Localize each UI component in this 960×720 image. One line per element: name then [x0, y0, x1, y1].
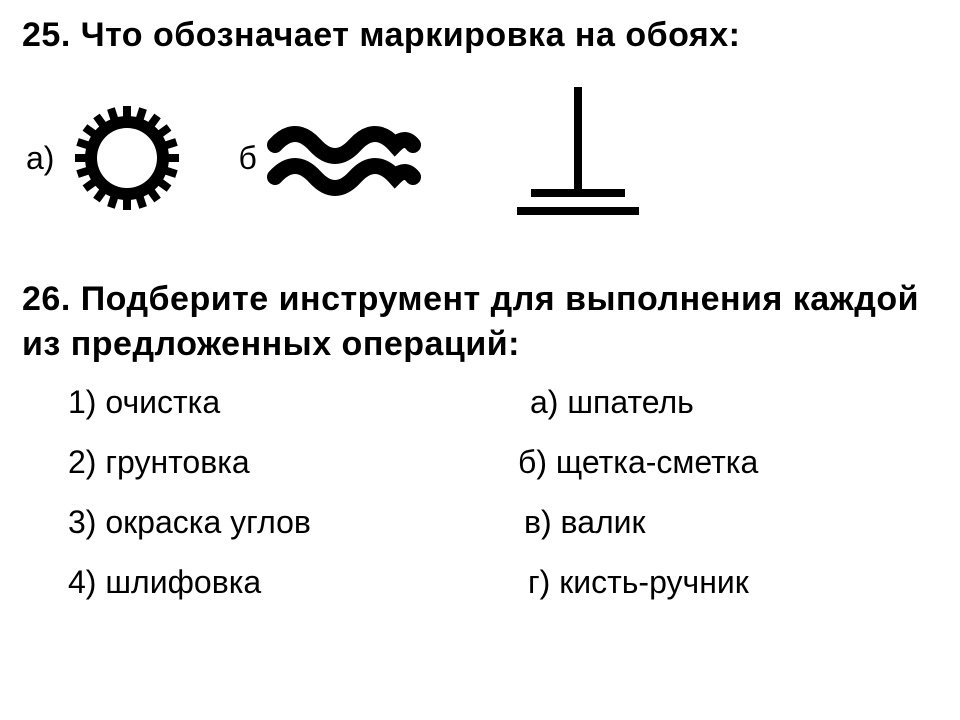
match-row: 1) очистка а) шпатель	[68, 386, 942, 418]
ground-symbol-icon	[513, 83, 643, 233]
q26-right-a: а) шпатель	[530, 386, 694, 418]
q26-left-4: 4) шлифовка	[68, 566, 518, 598]
double-wave-icon	[263, 113, 423, 203]
q25-symbol-row: а)	[26, 83, 942, 233]
q26-right-v: в) валик	[524, 506, 646, 538]
q25-option-b-label: б	[238, 142, 256, 174]
q26-match-list: 1) очистка а) шпатель 2) грунтовка б) ще…	[68, 386, 942, 598]
q26-title: 26. Подберите инструмент для выполнения …	[22, 277, 942, 369]
match-row: 3) окраска углов в) валик	[68, 506, 942, 538]
q25-title: 25. Что обозначает маркировка на обоях:	[22, 14, 942, 57]
q25-option-a-label: а)	[26, 142, 54, 174]
q26-left-2: 2) грунтовка	[68, 446, 518, 478]
sun-gear-icon	[72, 103, 182, 213]
q26-right-b: б) щетка-сметка	[518, 446, 758, 478]
match-row: 4) шлифовка г) кисть-ручник	[68, 566, 942, 598]
match-row: 2) грунтовка б) щетка-сметка	[68, 446, 942, 478]
q26-left-1: 1) очистка	[68, 386, 518, 418]
q26-right-g: г) кисть-ручник	[528, 566, 749, 598]
q26-left-3: 3) окраска углов	[68, 506, 518, 538]
page: 25. Что обозначает маркировка на обоях: …	[0, 0, 960, 720]
